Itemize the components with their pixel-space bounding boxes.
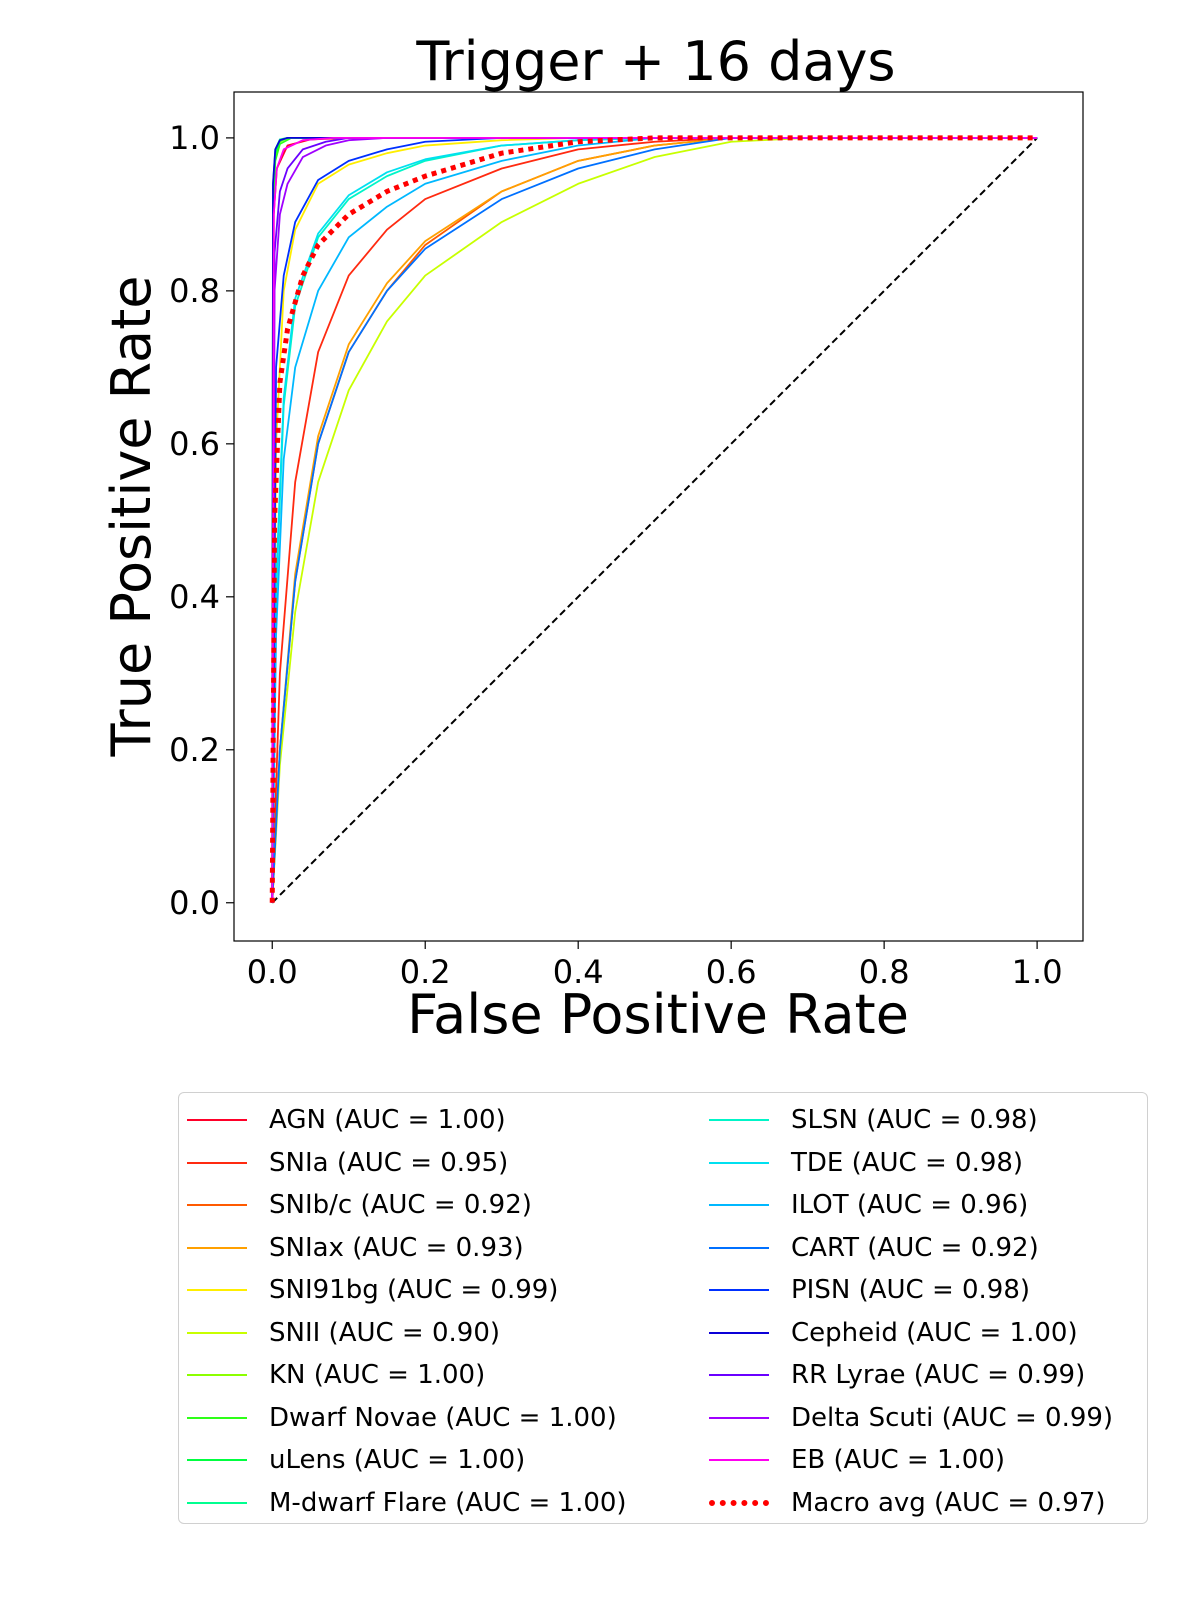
legend-swatch xyxy=(187,1289,247,1292)
legend-swatch xyxy=(709,1331,769,1334)
legend-swatch xyxy=(187,1161,247,1164)
legend: AGN (AUC = 1.00) SNIa (AUC = 0.95) SNIb/c … xyxy=(178,1092,1148,1524)
legend-item: AGN (AUC = 1.00) xyxy=(187,1099,627,1142)
y-axis-ticks: 0.0 0.2 0.4 0.6 0.8 1.0 xyxy=(169,119,234,922)
legend-label: Dwarf Novae (AUC = 1.00) xyxy=(269,1402,617,1433)
legend-label: Macro avg (AUC = 0.97) xyxy=(791,1487,1106,1518)
chance-diagonal-line xyxy=(271,137,1038,904)
legend-swatch xyxy=(709,1459,769,1462)
legend-label: EB (AUC = 1.00) xyxy=(791,1445,1005,1476)
legend-item: CART (AUC = 0.92) xyxy=(709,1227,1113,1270)
legend-item: SNI91bg (AUC = 0.99) xyxy=(187,1269,627,1312)
legend-label: AGN (AUC = 1.00) xyxy=(269,1105,506,1136)
series-line-4 xyxy=(271,136,1038,903)
legend-swatch xyxy=(187,1416,247,1419)
y-tick-label: 0.6 xyxy=(169,425,220,463)
legend-swatch xyxy=(709,1161,769,1164)
series-line-14 xyxy=(271,136,1038,903)
legend-label: Cepheid (AUC = 1.00) xyxy=(791,1317,1078,1348)
x-axis-ticks: 0.0 0.2 0.4 0.6 0.8 1.0 xyxy=(247,941,1063,991)
legend-item: Delta Scuti (AUC = 0.99) xyxy=(709,1397,1113,1440)
legend-item: Macro avg (AUC = 0.97) xyxy=(709,1482,1113,1525)
legend-item: SLSN (AUC = 0.98) xyxy=(709,1099,1113,1142)
plot-frame xyxy=(233,91,1084,942)
legend-label: KN (AUC = 1.00) xyxy=(269,1360,486,1391)
legend-label: RR Lyrae (AUC = 0.99) xyxy=(791,1360,1086,1391)
legend-label: CART (AUC = 0.92) xyxy=(791,1232,1039,1263)
legend-item: SNIb/c (AUC = 0.92) xyxy=(187,1184,627,1227)
legend-item: RR Lyrae (AUC = 0.99) xyxy=(709,1354,1113,1397)
legend-item: M-dwarf Flare (AUC = 1.00) xyxy=(187,1482,627,1525)
y-tick-label: 0.4 xyxy=(169,578,220,616)
legend-label: ILOT (AUC = 0.96) xyxy=(791,1190,1029,1221)
legend-swatch xyxy=(187,1119,247,1122)
x-axis-label: False Positive Rate xyxy=(407,983,909,1046)
legend-swatch xyxy=(187,1246,247,1249)
legend-swatch xyxy=(709,1289,769,1292)
series-line-13 xyxy=(271,136,1038,903)
x-tick-label: 0.4 xyxy=(553,953,604,991)
legend-label: uLens (AUC = 1.00) xyxy=(269,1445,526,1476)
legend-swatch xyxy=(187,1331,247,1334)
y-axis-label: True Positive Rate xyxy=(100,275,163,757)
legend-swatch xyxy=(709,1119,769,1122)
legend-swatch xyxy=(709,1204,769,1207)
legend-label: M-dwarf Flare (AUC = 1.00) xyxy=(269,1487,627,1518)
series-line-5 xyxy=(271,136,1038,903)
legend-swatch xyxy=(187,1501,247,1504)
series-line-12 xyxy=(271,136,1038,903)
x-tick-label: 0.0 xyxy=(247,953,298,991)
legend-item: SNIa (AUC = 0.95) xyxy=(187,1142,627,1185)
legend-swatch xyxy=(187,1374,247,1377)
series-line-1 xyxy=(271,136,1038,903)
legend-label: SNI91bg (AUC = 0.99) xyxy=(269,1275,559,1306)
legend-label: TDE (AUC = 0.98) xyxy=(791,1147,1024,1178)
legend-item: Dwarf Novae (AUC = 1.00) xyxy=(187,1397,627,1440)
x-tick-label: 0.8 xyxy=(859,953,910,991)
legend-label: Delta Scuti (AUC = 0.99) xyxy=(791,1402,1114,1433)
legend-item: SNII (AUC = 0.90) xyxy=(187,1312,627,1355)
legend-label: SNIax (AUC = 0.93) xyxy=(269,1232,524,1263)
legend-swatch xyxy=(187,1204,247,1207)
legend-item: SNIax (AUC = 0.93) xyxy=(187,1227,627,1270)
legend-label: SLSN (AUC = 0.98) xyxy=(791,1105,1038,1136)
series-line-19 xyxy=(269,135,1038,903)
legend-item: uLens (AUC = 1.00) xyxy=(187,1439,627,1482)
legend-item: PISN (AUC = 0.98) xyxy=(709,1269,1113,1312)
x-tick-label: 1.0 xyxy=(1012,953,1063,991)
legend-label: SNII (AUC = 0.90) xyxy=(269,1317,501,1348)
legend-label: SNIb/c (AUC = 0.92) xyxy=(269,1190,532,1221)
legend-column-right: SLSN (AUC = 0.98) TDE (AUC = 0.98) ILOT (A… xyxy=(709,1099,1113,1524)
y-tick-label: 0.0 xyxy=(169,884,220,922)
chart-title: Trigger + 16 days xyxy=(415,30,895,93)
legend-item: ILOT (AUC = 0.96) xyxy=(709,1184,1113,1227)
legend-item: TDE (AUC = 0.98) xyxy=(709,1142,1113,1185)
y-tick-label: 0.2 xyxy=(169,731,220,769)
legend-column-left: AGN (AUC = 1.00) SNIa (AUC = 0.95) SNIb/c … xyxy=(187,1099,627,1524)
legend-item: Cepheid (AUC = 1.00) xyxy=(709,1312,1113,1355)
x-tick-label: 0.2 xyxy=(400,953,451,991)
legend-swatch xyxy=(709,1246,769,1249)
legend-item: EB (AUC = 1.00) xyxy=(709,1439,1113,1482)
legend-swatch xyxy=(709,1499,769,1506)
legend-item: KN (AUC = 1.00) xyxy=(187,1354,627,1397)
legend-swatch xyxy=(709,1416,769,1419)
legend-label: SNIa (AUC = 0.95) xyxy=(269,1147,509,1178)
legend-swatch xyxy=(709,1374,769,1377)
legend-swatch xyxy=(187,1459,247,1462)
y-tick-label: 0.8 xyxy=(169,272,220,310)
legend-label: PISN (AUC = 0.98) xyxy=(791,1275,1031,1306)
x-tick-label: 0.6 xyxy=(706,953,757,991)
y-tick-label: 1.0 xyxy=(169,119,220,157)
series-line-18 xyxy=(271,136,1038,903)
